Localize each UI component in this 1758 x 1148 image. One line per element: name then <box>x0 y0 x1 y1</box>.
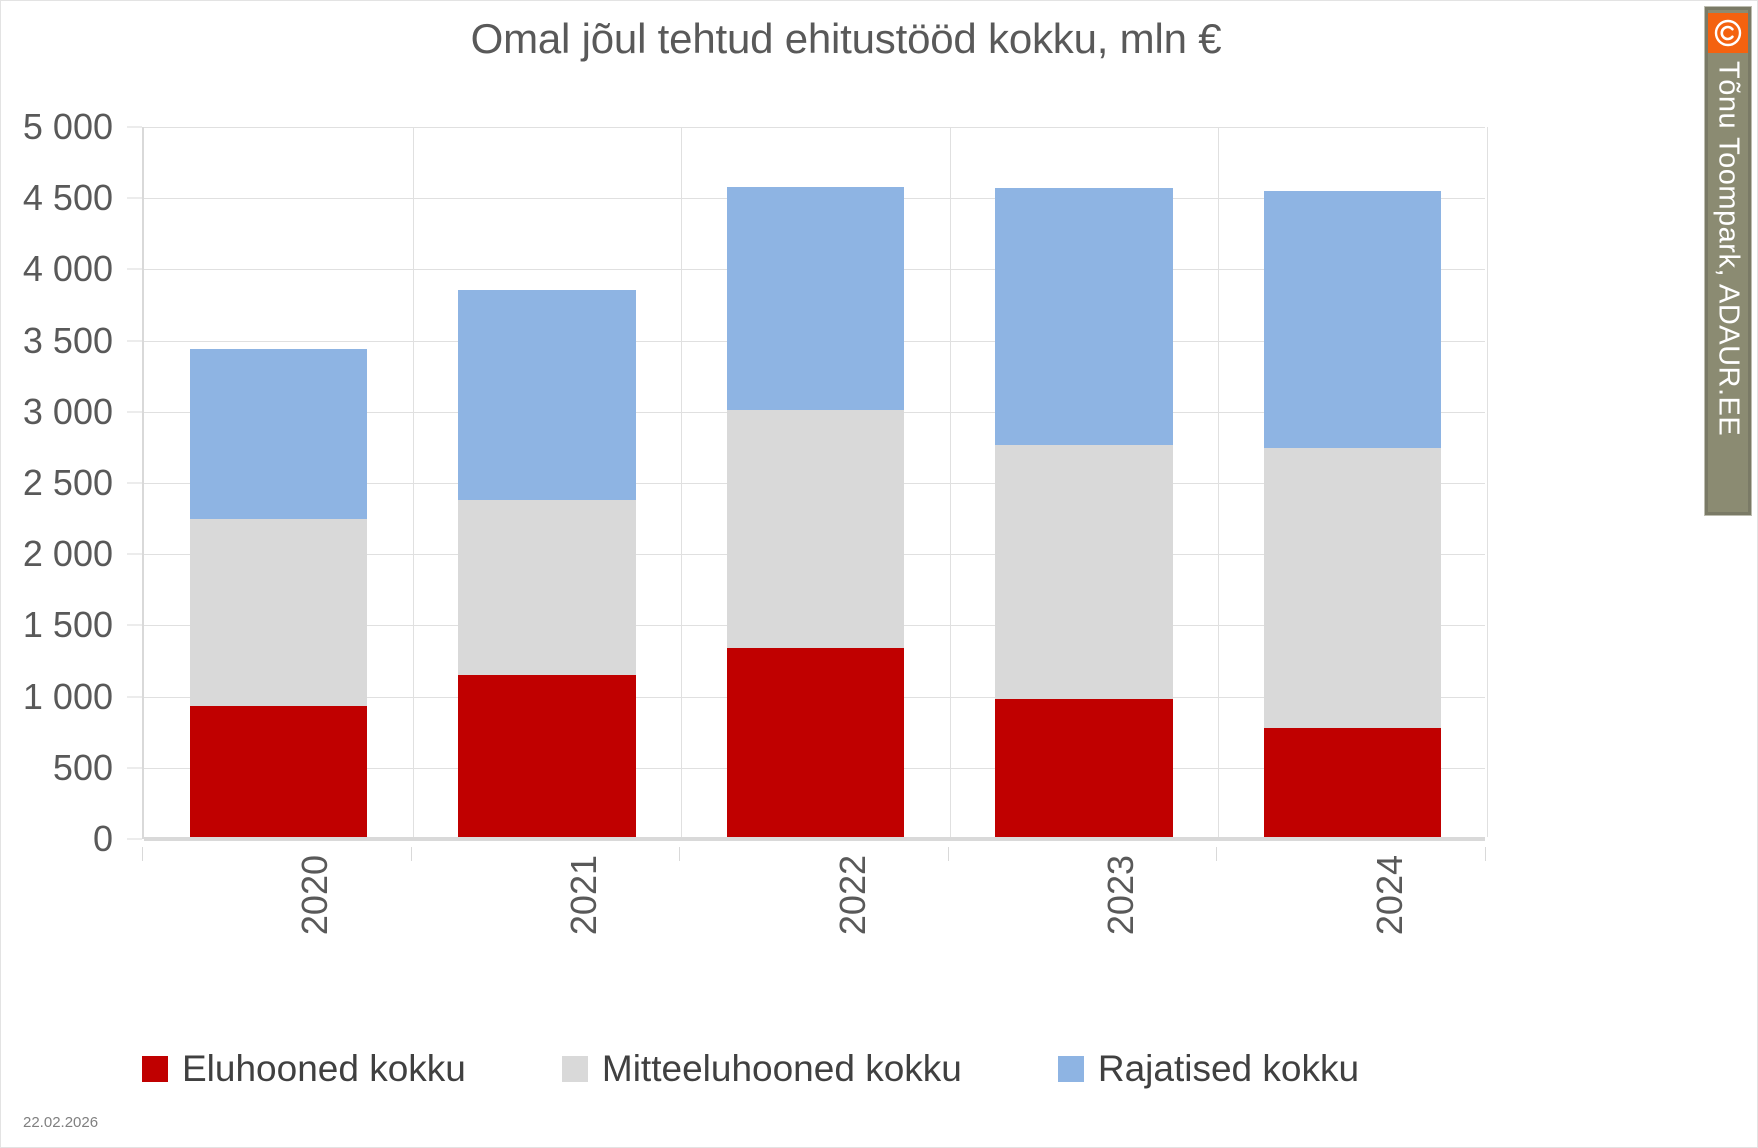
x-axis-tick-mark <box>947 847 949 861</box>
y-axis-tick-mark <box>127 411 142 413</box>
copyright-icon <box>1708 13 1748 53</box>
bar-segment[interactable] <box>458 290 636 501</box>
bar-segment[interactable] <box>458 500 636 676</box>
x-axis-tick-label-2023: 2023 <box>1100 855 1142 936</box>
chart-title: Omal jõul tehtud ehitustööd kokku, mln € <box>470 15 1222 62</box>
y-axis-tick-mark <box>127 696 142 698</box>
y-axis-tick-mark <box>127 482 142 484</box>
legend-swatch <box>142 1056 168 1082</box>
category-separator <box>681 127 683 837</box>
x-axis: 2020 2021 2022 2023 2024 <box>142 847 1486 957</box>
y-axis-tick-label: 3 500 <box>22 319 113 361</box>
watermark-label: Tõnu Toompark, ADAUR.EE <box>1712 61 1745 437</box>
x-axis-tick-mark <box>410 847 412 861</box>
y-axis-tick-mark <box>127 767 142 769</box>
bar-group-2020[interactable] <box>189 125 367 837</box>
y-axis-tick-mark <box>127 838 142 840</box>
bar-group-2021[interactable] <box>458 125 636 837</box>
date-stamp: 22.02.2026 <box>23 1114 99 1131</box>
category-separator <box>412 127 414 837</box>
y-axis-tick-label: 0 <box>92 818 113 859</box>
y-axis-tick-mark <box>127 340 142 342</box>
y-axis-tick-label: 2 500 <box>22 462 113 503</box>
bar-segment[interactable] <box>995 187 1173 446</box>
y-axis: 0 500 1 000 1 500 2 000 2 500 3 000 3 500 4 000 4… <box>1 106 142 859</box>
x-axis-tick-label-2020: 2020 <box>294 855 336 936</box>
bar-segment[interactable] <box>726 186 905 410</box>
bar-segment[interactable] <box>189 706 367 837</box>
bar-group-2023[interactable] <box>995 125 1173 837</box>
bar-segment[interactable] <box>726 647 905 837</box>
y-axis-tick-label: 4 500 <box>22 177 113 219</box>
y-axis-tick-label: 3 000 <box>22 390 113 432</box>
x-axis-tick-label-2021: 2021 <box>562 855 604 936</box>
watermark: Tõnu Toompark, ADAUR.EE <box>1704 6 1752 516</box>
y-axis-tick-mark <box>127 197 142 199</box>
bar-segment[interactable] <box>1264 728 1442 837</box>
legend-item-2[interactable]: Mitteeluhooned kokku <box>561 1048 962 1090</box>
plot-area <box>142 125 1488 841</box>
legend-label: Eluhooned kokku <box>182 1048 466 1089</box>
bar-segment[interactable] <box>1264 191 1442 449</box>
y-axis-tick-label: 4 000 <box>22 248 113 290</box>
x-axis-tick-mark <box>1216 847 1218 861</box>
legend-swatch <box>561 1056 588 1082</box>
bar-segment[interactable] <box>1264 448 1442 729</box>
gridline <box>144 839 1485 841</box>
y-axis-tick-label: 1 500 <box>22 604 113 646</box>
legend-label: Mitteeluhooned kokku <box>601 1048 962 1089</box>
bar-group-2022[interactable] <box>726 125 905 837</box>
y-axis-tick-mark <box>127 126 142 128</box>
y-axis-tick-label: 2 000 <box>22 533 113 575</box>
legend-label: Rajatised kokku <box>1097 1048 1360 1089</box>
bar-group-2024[interactable] <box>1264 125 1442 837</box>
category-separator <box>1487 127 1488 837</box>
y-axis-tick-mark <box>127 624 142 626</box>
x-axis-tick-label-2024: 2024 <box>1368 855 1410 936</box>
chart-legend: Eluhooned kokku Mitteeluhooned kokku Rajat… <box>142 1041 1542 1097</box>
legend-item-3[interactable]: Rajatised kokku <box>1057 1048 1360 1090</box>
watermark-text-wrap: Tõnu Toompark, ADAUR.EE <box>1712 53 1745 512</box>
bar-segment[interactable] <box>995 445 1173 699</box>
bar-segment[interactable] <box>995 698 1173 837</box>
y-axis-tick-mark <box>127 268 142 270</box>
x-axis-tick-mark <box>142 847 143 861</box>
y-axis-tick-mark <box>127 553 142 555</box>
y-axis-tick-label: 1 000 <box>22 675 113 717</box>
legend-item-1[interactable]: Eluhooned kokku <box>142 1048 466 1090</box>
x-axis-tick-label-2022: 2022 <box>831 855 873 936</box>
bar-segment[interactable] <box>189 348 367 520</box>
y-axis-tick-label: 5 000 <box>22 106 113 147</box>
x-axis-tick-mark <box>679 847 681 861</box>
category-separator <box>1218 127 1220 837</box>
legend-swatch <box>1057 1056 1084 1082</box>
bar-segment[interactable] <box>458 675 636 837</box>
x-axis-tick-mark <box>1485 847 1486 861</box>
y-axis-tick-label: 500 <box>52 746 113 788</box>
gridline <box>144 127 1485 128</box>
bar-segment[interactable] <box>189 519 367 706</box>
bar-segment[interactable] <box>726 409 905 648</box>
category-separator <box>949 127 951 837</box>
